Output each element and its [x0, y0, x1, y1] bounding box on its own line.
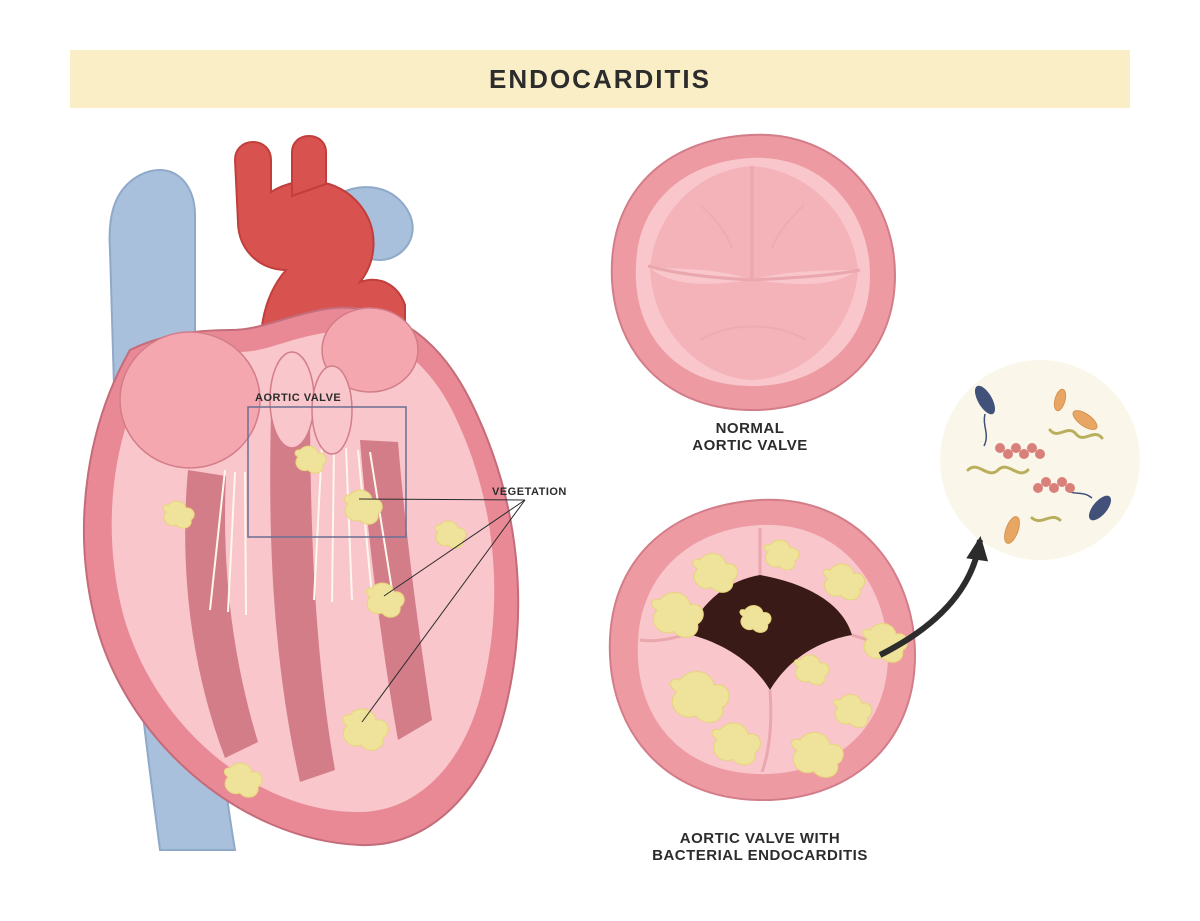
- label-line: AORTIC VALVE: [692, 437, 807, 454]
- label-line: AORTIC VALVE WITH: [680, 830, 840, 847]
- vegetation-label: VEGETATION: [492, 486, 567, 498]
- diagram-stage: [0, 0, 1200, 921]
- infected-valve-label: AORTIC VALVE WITH BACTERIAL ENDOCARDITIS: [600, 830, 920, 864]
- normal-aortic-valve: [612, 135, 895, 410]
- vessel-stub: [312, 366, 352, 454]
- label-line: NORMAL: [716, 420, 785, 437]
- normal-valve-label: NORMAL AORTIC VALVE: [590, 420, 910, 454]
- infected-aortic-valve: [610, 500, 915, 800]
- left-atrium: [120, 332, 260, 468]
- bacteria-magnification: [940, 360, 1140, 560]
- heart-cross-section: [84, 136, 525, 850]
- bacteria-circle-bg: [940, 360, 1140, 560]
- aortic-valve-label: AORTIC VALVE: [255, 392, 341, 404]
- label-line: BACTERIAL ENDOCARDITIS: [652, 847, 868, 864]
